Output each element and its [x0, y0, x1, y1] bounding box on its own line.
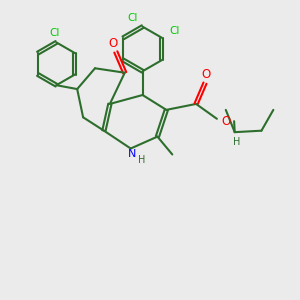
Text: Cl: Cl [127, 13, 137, 23]
Text: Cl: Cl [50, 28, 60, 38]
Text: Cl: Cl [169, 26, 179, 36]
Text: H: H [138, 155, 146, 165]
Text: H: H [233, 137, 241, 147]
Text: N: N [128, 149, 136, 159]
Text: O: O [202, 68, 211, 81]
Text: O: O [222, 115, 231, 128]
Text: O: O [109, 37, 118, 50]
